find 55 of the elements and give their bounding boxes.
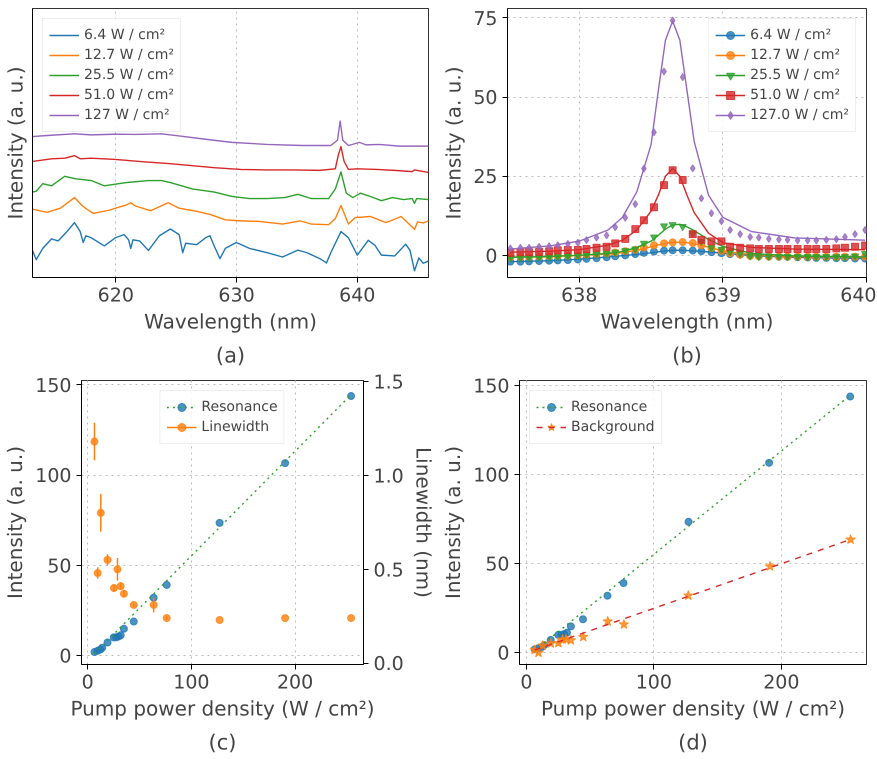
y-tick-label: 150 <box>35 374 72 397</box>
y2-tick-label: 0.5 <box>374 559 404 582</box>
x-tick-label: 630 <box>218 284 255 306</box>
legend-label: Resonance <box>571 399 648 415</box>
y-axis-title: Intensity (a. u.) <box>441 446 466 600</box>
x-tick-label: 100 <box>636 672 672 694</box>
legend-label: 6.4 W / cm² <box>84 27 166 43</box>
legend-label: 51.0 W / cm² <box>84 87 174 103</box>
x-tick-label: 620 <box>98 284 134 306</box>
x-axis-title: Pump power density (W / cm²) <box>540 696 846 720</box>
legend-label: 127 W / cm² <box>84 107 170 123</box>
legend-label: 12.7 W / cm² <box>84 47 174 63</box>
y-tick-label: 50 <box>485 554 510 576</box>
y-tick-label: 25 <box>473 166 498 188</box>
y-tick-label: 50 <box>47 555 72 578</box>
text: (a) <box>216 344 246 368</box>
x-tick-label: 640 <box>840 284 876 306</box>
y-tick-label: 0 <box>59 645 72 668</box>
x-tick-label: 640 <box>339 284 376 306</box>
y-tick-label: 150 <box>473 375 510 398</box>
legend-label: 127.0 W / cm² <box>750 107 849 123</box>
y2-tick-label: 0.0 <box>374 653 404 676</box>
x-axis-title: Wavelength (nm) <box>144 310 317 334</box>
x-tick-label: 0 <box>82 672 94 694</box>
y2-tick-label: 1.5 <box>374 371 404 394</box>
x-tick-label: 639 <box>704 284 742 306</box>
y-tick-label: 0 <box>497 642 510 665</box>
text: (d) <box>678 730 708 754</box>
y-tick-label: 100 <box>35 465 72 488</box>
y-axis-title: Intensity (a. u.) <box>4 66 28 220</box>
x-tick-label: 0 <box>520 672 532 694</box>
legend-label: 25.5 W / cm² <box>750 67 840 83</box>
text: (b) <box>672 344 702 368</box>
x-tick-label: 638 <box>561 284 598 306</box>
x-axis-title: Wavelength (nm) <box>600 310 774 334</box>
y-axis-title: Intensity (a. u.) <box>441 66 466 220</box>
legend-label: 12.7 W / cm² <box>750 47 840 63</box>
text: (c) <box>208 730 236 754</box>
legend-label: Background <box>571 419 655 435</box>
y-tick-label: 0 <box>485 245 498 268</box>
legend-label: 51.0 W / cm² <box>750 87 840 103</box>
y-tick-label: 50 <box>473 87 498 110</box>
y2-tick-label: 1.0 <box>374 465 404 488</box>
x-axis-title: Pump power density (W / cm²) <box>70 696 375 720</box>
x-tick-label: 100 <box>173 672 210 694</box>
x-tick-label: 200 <box>763 672 800 694</box>
y-tick-label: 100 <box>473 464 510 487</box>
y2-axis-title: Linewidth (nm) <box>412 447 436 598</box>
legend-label: Resonance <box>201 399 278 415</box>
legend-label: 25.5 W / cm² <box>84 67 174 83</box>
y-tick-label: 75 <box>473 8 498 30</box>
legend-label: 6.4 W / cm² <box>750 27 832 43</box>
legend-label: Linewidth <box>201 419 270 435</box>
x-tick-label: 200 <box>276 672 314 694</box>
y-axis-title: Intensity (a. u.) <box>3 446 28 600</box>
